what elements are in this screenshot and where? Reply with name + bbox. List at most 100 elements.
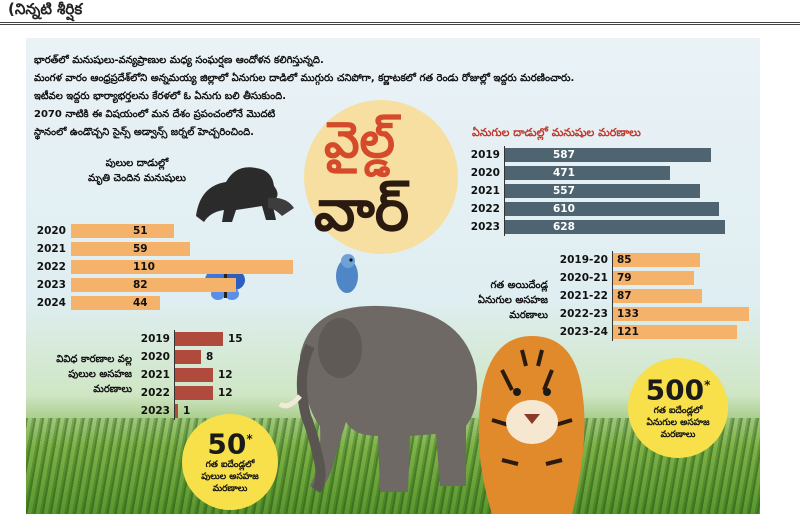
value-label: 471 [553,167,575,179]
stat-number: 50 [207,427,247,461]
tiger-icon [478,336,585,514]
value-label: 557 [553,185,575,197]
bar [505,166,670,180]
category-label: 2021 [470,185,500,197]
bar [71,296,160,310]
category-label: 2020 [470,167,500,179]
value-label: 121 [617,326,639,338]
category-label: 2020 [36,225,66,237]
stat-bubble-tiger: 50* గత ఐదేండ్లలో పులుల అసహజ మరణాలు [182,414,278,510]
value-label: 110 [133,261,155,273]
bar [175,332,223,346]
intro-line: 2070 నాటికి ఈ విషయంలో మన దేశం ప్రపంచంలోన… [34,109,276,120]
value-label: 15 [228,333,243,345]
category-label: 2021-22 [559,290,608,302]
value-label: 12 [218,387,233,399]
value-label: 1 [183,405,191,417]
value-label: 587 [553,149,575,161]
title-line: వివిధ కారణాల వల్ల [56,354,132,365]
category-label: 2021 [140,369,170,381]
category-label: 2022-23 [559,308,608,320]
bar [613,307,749,321]
bar [505,184,700,198]
title-line: గత అయిదేండ్ల [490,280,548,291]
elephant-icon [278,305,478,493]
title-line: మరణాలు [509,310,548,321]
category-label: 2019 [140,333,170,345]
category-label: 2023 [36,279,66,291]
bar [505,148,711,162]
infographic-panel: భారత్‌లో మనుషులు-వన్యప్రాణుల మధ్య సంఘర్ష… [26,38,760,514]
bar [613,289,702,303]
intro-line: భారత్‌లో మనుషులు-వన్యప్రాణుల మధ్య సంఘర్ష… [34,55,324,66]
stat-bubble-elephant: 500* గత ఐదేండ్లలో ఏనుగుల అసహజ మరణాలు [628,358,728,458]
stat-line: ఏనుగుల అసహజ [646,418,710,429]
value-label: 8 [206,351,214,363]
value-label: 51 [133,225,148,237]
stat-line: గత ఐదేండ్లలో [205,460,255,471]
headline-word-2: వార్ [314,176,410,244]
lion-attack-icon [196,167,294,222]
stat-line: మరణాలు [212,484,248,495]
bar [71,242,190,256]
chart-title-elephant-deaths: గత అయిదేండ్ల ఏనుగుల అసహజ మరణాలు [470,278,548,323]
headline-sun-circle [304,100,458,254]
stat-line: పులుల అసహజ [201,472,259,483]
intro-line: ఇటీవల ఇద్దరు భార్యాభర్తలను కేరళలో ఓ ఏనుగ… [34,91,287,102]
category-label: 2021 [36,243,66,255]
headline-word-1: వైల్డ్ [324,110,395,169]
bar [505,202,719,216]
category-label: 2019 [470,149,500,161]
category-label: 2023-24 [559,326,608,338]
category-label: 2022 [140,387,170,399]
bar [175,386,213,400]
value-label: 133 [617,308,639,320]
category-label: 2022 [36,261,66,273]
stat-line: గత ఐదేండ్లలో [653,406,703,417]
masthead-left: (నిన్నటి శీర్షిక [8,0,83,18]
value-label: 44 [133,297,148,309]
category-label: 2024 [36,297,66,309]
chart-axis-line [174,330,175,420]
bar [175,404,178,418]
value-label: 628 [553,221,575,233]
category-label: 2023 [470,221,500,233]
title-line: ఏనుగుల అసహజ [477,295,548,306]
stat-line: మరణాలు [660,430,696,441]
value-label: 79 [617,272,632,284]
bar [71,224,174,238]
stat-star: * [246,432,253,446]
intro-line: మంగళ వారం ఆంధ్రప్రదేశ్‌లోని అన్నమయ్య జిల… [34,73,575,84]
chart-axis-line [504,146,505,236]
bar [613,271,694,285]
category-label: 2023 [140,405,170,417]
category-label: 2022 [470,203,500,215]
bar [613,325,737,339]
bar [613,253,700,267]
value-label: 87 [617,290,632,302]
intro-text: భారత్‌లో మనుషులు-వన్యప్రాణుల మధ్య సంఘర్ష… [34,52,594,142]
stat-number: 500 [645,373,705,407]
bar [175,368,213,382]
bar [175,350,201,364]
chart-axis-line [612,251,613,341]
title-line: మరణాలు [93,384,132,395]
title-line: మృతి చెందిన మనుషులు [88,173,186,184]
value-label: 85 [617,254,632,266]
category-label: 2020 [140,351,170,363]
stat-star: * [704,378,711,392]
title-line: పులుల అసహజ [68,369,132,380]
bird-icon [336,254,358,293]
title-line: పులుల దాడుల్లో [105,158,169,169]
category-label: 2020-21 [559,272,608,284]
intro-line: స్థానంలో ఉండొచ్చని సైన్స్ అడ్వాన్స్ జర్న… [34,127,254,138]
bar [71,260,293,274]
bar [71,278,236,292]
value-label: 59 [133,243,148,255]
value-label: 12 [218,369,233,381]
chart-title-elephant-attacks: ఏనుగుల దాడుల్లో మనుషుల మరణాలు [472,126,641,139]
value-label: 610 [553,203,575,215]
chart-title-tiger-deaths: వివిధ కారణాల వల్ల పులుల అసహజ మరణాలు [34,352,132,397]
masthead-strip: (నిన్నటి శీర్షిక [0,0,800,25]
bar [505,220,725,234]
